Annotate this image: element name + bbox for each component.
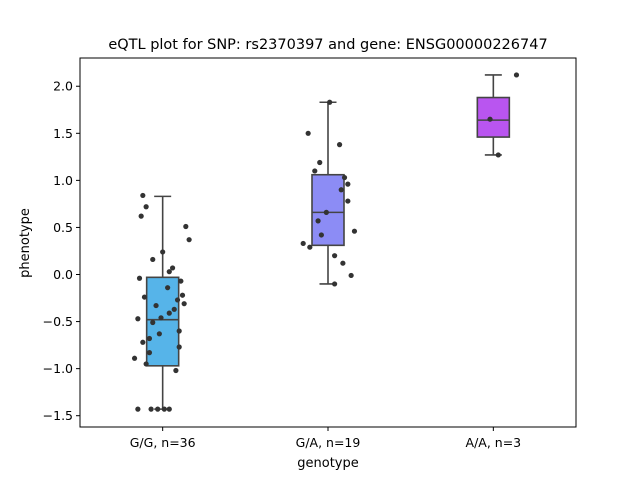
x-tick-label: G/A, n=19 xyxy=(296,435,361,450)
box-group-1 xyxy=(311,101,345,285)
data-point xyxy=(178,278,184,284)
data-point xyxy=(150,256,156,263)
y-tick-label: −1.5 xyxy=(43,408,73,423)
y-tick-label: −0.5 xyxy=(43,314,73,329)
data-point xyxy=(143,361,149,367)
data-point xyxy=(332,253,338,259)
y-tick-label: −1.0 xyxy=(43,361,73,376)
data-point xyxy=(143,204,149,210)
data-point xyxy=(138,213,144,219)
data-point xyxy=(345,181,351,187)
strip-points-2 xyxy=(487,72,520,158)
data-point xyxy=(513,72,520,78)
data-point xyxy=(176,328,182,334)
data-point xyxy=(318,232,324,238)
data-point xyxy=(340,260,346,266)
y-axis-label: phenotype xyxy=(18,208,33,278)
data-point xyxy=(305,130,311,136)
data-point xyxy=(153,302,159,309)
y-tick-label: 2.0 xyxy=(53,79,73,94)
data-point xyxy=(155,406,161,412)
data-point xyxy=(300,240,306,247)
data-point xyxy=(158,315,164,321)
data-point xyxy=(140,192,146,199)
data-point xyxy=(156,331,162,337)
data-point xyxy=(181,301,187,307)
y-tick-label: 1.0 xyxy=(53,173,73,188)
iqr-box xyxy=(476,96,511,138)
data-point xyxy=(495,152,501,158)
data-point xyxy=(141,294,148,300)
data-point xyxy=(345,198,351,204)
data-point xyxy=(307,244,313,250)
data-point xyxy=(176,344,182,350)
data-point xyxy=(146,350,153,356)
data-point xyxy=(327,99,333,105)
y-axis-ticks: −1.5 −1.0 −0.5 0.0 0.5 1.0 1.5 2.0 xyxy=(43,79,80,423)
data-point xyxy=(487,116,493,122)
data-point xyxy=(338,187,344,193)
data-point xyxy=(179,292,186,298)
y-tick-label: 1.5 xyxy=(53,126,73,141)
data-point xyxy=(150,319,156,326)
data-point xyxy=(166,310,172,316)
data-point xyxy=(146,335,153,342)
strip-points-0 xyxy=(131,192,192,412)
data-point xyxy=(312,168,318,174)
data-point xyxy=(348,272,354,279)
data-point xyxy=(136,275,143,281)
data-point xyxy=(148,406,154,412)
y-tick-label: 0.5 xyxy=(53,220,73,235)
data-point xyxy=(166,406,172,412)
y-tick-label: 0.0 xyxy=(53,267,73,282)
x-axis-label: genotype xyxy=(297,456,358,471)
data-point xyxy=(341,174,348,181)
iqr-box xyxy=(311,173,345,247)
plot-area xyxy=(131,72,520,412)
data-point xyxy=(165,285,171,291)
data-point xyxy=(186,237,192,243)
data-point xyxy=(140,339,146,345)
iqr-box xyxy=(145,276,180,367)
strip-points-1 xyxy=(300,99,358,287)
data-point xyxy=(161,406,167,412)
data-point xyxy=(332,281,338,287)
box-group-0 xyxy=(145,195,180,410)
data-point xyxy=(317,159,323,166)
data-point xyxy=(351,228,358,234)
data-point xyxy=(315,218,321,224)
data-point xyxy=(171,306,177,312)
chart-title: eQTL plot for SNP: rs2370397 and gene: E… xyxy=(108,37,547,53)
x-axis-ticks: G/G, n=36 G/A, n=19 A/A, n=3 xyxy=(130,427,521,450)
data-point xyxy=(135,316,141,322)
data-point xyxy=(169,265,176,271)
data-point xyxy=(336,142,343,148)
x-tick-label: G/G, n=36 xyxy=(130,435,196,450)
box-group-2 xyxy=(476,74,511,156)
data-point xyxy=(183,223,189,230)
data-point xyxy=(131,355,138,361)
data-point xyxy=(323,209,329,215)
data-point xyxy=(160,249,166,255)
data-point xyxy=(174,297,181,303)
data-point xyxy=(173,367,179,374)
data-point xyxy=(135,406,141,412)
x-tick-label: A/A, n=3 xyxy=(466,435,522,450)
data-point xyxy=(166,269,172,275)
